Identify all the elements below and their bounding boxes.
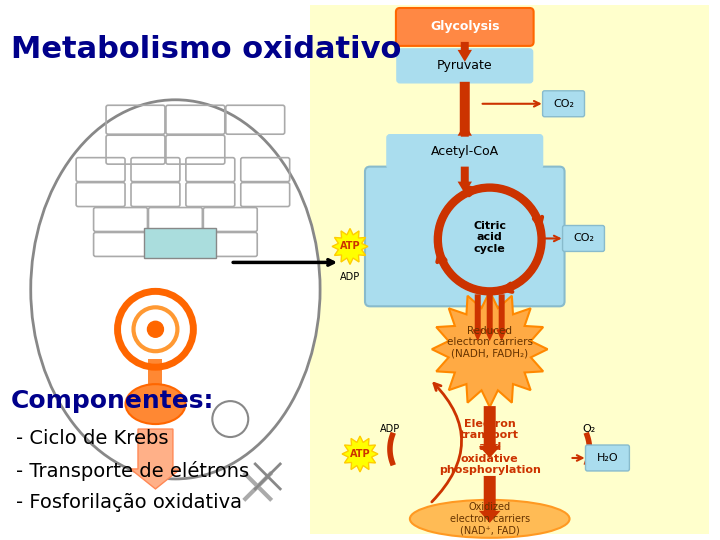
Circle shape: [133, 307, 177, 351]
Text: CO₂: CO₂: [573, 233, 594, 244]
FancyArrow shape: [456, 82, 474, 148]
FancyBboxPatch shape: [396, 8, 534, 46]
Text: CO₂: CO₂: [553, 99, 574, 109]
Polygon shape: [332, 228, 368, 265]
FancyBboxPatch shape: [145, 228, 216, 259]
Text: Citric
acid
cycle: Citric acid cycle: [473, 221, 506, 254]
FancyArrow shape: [458, 42, 472, 62]
FancyBboxPatch shape: [365, 167, 564, 306]
FancyBboxPatch shape: [585, 445, 629, 471]
Text: Oxidized
electron carriers
(NAD⁺, FAD): Oxidized electron carriers (NAD⁺, FAD): [450, 502, 530, 536]
FancyArrow shape: [458, 167, 472, 193]
Text: Glycolysis: Glycolysis: [430, 21, 500, 33]
FancyBboxPatch shape: [397, 49, 533, 83]
Text: - Ciclo de Krebs: - Ciclo de Krebs: [16, 429, 168, 448]
Text: ATP: ATP: [350, 449, 370, 459]
Text: Electron
transport
and
oxidative
phosphorylation: Electron transport and oxidative phospho…: [438, 419, 541, 475]
FancyBboxPatch shape: [543, 91, 585, 117]
FancyArrowPatch shape: [432, 383, 462, 502]
Polygon shape: [342, 436, 378, 472]
Polygon shape: [432, 292, 548, 407]
Text: Reduced
electron carriers
(NADH, FADH₂): Reduced electron carriers (NADH, FADH₂): [446, 326, 533, 359]
Text: - Fosforilação oxidativa: - Fosforilação oxidativa: [16, 493, 242, 512]
FancyBboxPatch shape: [562, 226, 605, 252]
FancyArrow shape: [479, 476, 500, 523]
Text: - Transporte de elétrons: - Transporte de elétrons: [16, 461, 249, 481]
FancyBboxPatch shape: [310, 5, 709, 534]
Text: Componentes:: Componentes:: [11, 389, 214, 413]
Circle shape: [212, 401, 248, 437]
Ellipse shape: [31, 100, 320, 479]
FancyBboxPatch shape: [148, 359, 163, 389]
FancyArrow shape: [485, 294, 495, 341]
Text: ADP: ADP: [340, 272, 360, 282]
Text: O₂: O₂: [583, 424, 596, 434]
Circle shape: [148, 321, 163, 338]
Text: Acetyl-CoA: Acetyl-CoA: [431, 145, 499, 158]
Ellipse shape: [125, 384, 185, 424]
Text: Metabolismo oxidativo: Metabolismo oxidativo: [11, 35, 401, 64]
FancyArrow shape: [479, 406, 500, 458]
FancyArrow shape: [458, 124, 472, 137]
FancyArrow shape: [130, 429, 181, 489]
Text: Pyruvate: Pyruvate: [437, 59, 492, 72]
FancyArrow shape: [496, 294, 507, 341]
Ellipse shape: [410, 500, 570, 538]
Text: H₂O: H₂O: [597, 453, 618, 463]
FancyArrow shape: [472, 294, 483, 341]
FancyBboxPatch shape: [387, 134, 543, 168]
Text: ADP: ADP: [380, 424, 400, 434]
Text: ATP: ATP: [340, 241, 360, 252]
